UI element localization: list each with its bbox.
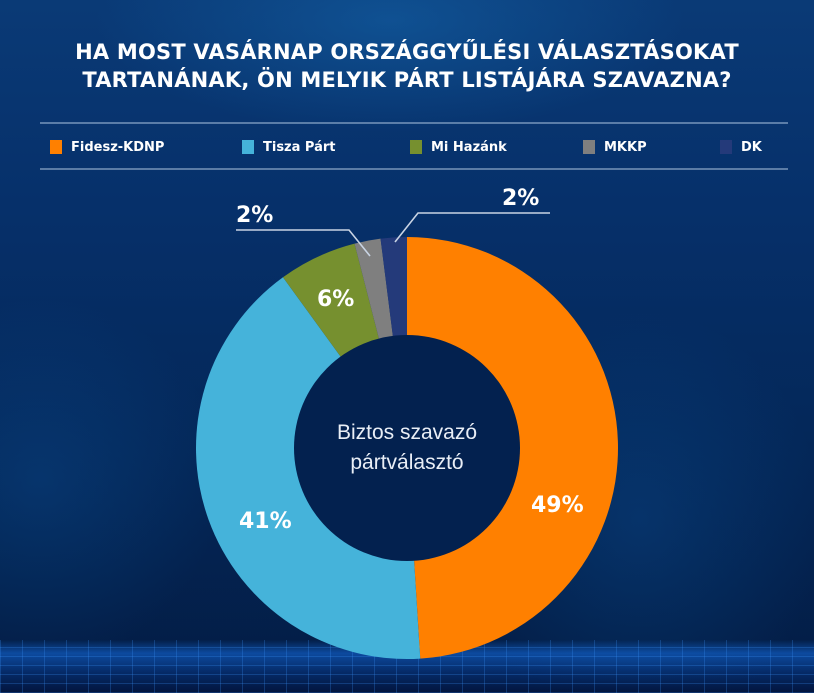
legend-label: Fidesz-KDNP xyxy=(71,139,165,155)
chart-title-line-1: HA MOST VASÁRNAP ORSZÁGGYŰLÉSI VÁLASZTÁS… xyxy=(75,40,739,64)
legend-swatch-icon xyxy=(242,140,254,154)
chart-title: HA MOST VASÁRNAP ORSZÁGGYŰLÉSI VÁLASZTÁS… xyxy=(0,38,814,94)
center-label-line-2: pártválasztó xyxy=(350,451,464,474)
legend-item-mi-hazank: Mi Hazánk xyxy=(410,138,507,156)
legend: Fidesz-KDNP Tisza Párt Mi Hazánk MKKP DK xyxy=(40,122,788,170)
legend-label: MKKP xyxy=(604,139,647,155)
legend-swatch-icon xyxy=(50,140,62,154)
legend-label: DK xyxy=(741,139,762,155)
legend-swatch-icon xyxy=(583,140,595,154)
data-label-mkkp: 2% xyxy=(236,203,274,228)
data-label-mi-hazank: 6% xyxy=(317,287,355,312)
leader-line-dk xyxy=(394,212,550,243)
legend-item-mkkp: MKKP xyxy=(583,138,647,156)
leader-line-mkkp xyxy=(236,229,371,257)
center-label-line-1: Biztos szavazó xyxy=(336,421,478,444)
legend-label: Tisza Párt xyxy=(263,139,336,155)
legend-item-fidesz-kdnp: Fidesz-KDNP xyxy=(50,138,164,156)
donut-center-label: Biztos szavazó pártválasztó xyxy=(294,418,520,478)
data-label-fidesz: 49% xyxy=(531,493,584,518)
legend-item-dk: DK xyxy=(720,138,762,156)
legend-swatch-icon xyxy=(410,140,422,154)
data-label-dk: 2% xyxy=(502,186,540,211)
legend-item-tisza-part: Tisza Párt xyxy=(242,138,336,156)
chart-title-line-2: TARTANÁNAK, ÖN MELYIK PÁRT LISTÁJÁRA SZA… xyxy=(82,68,732,92)
donut-hole xyxy=(294,335,520,561)
legend-label: Mi Hazánk xyxy=(431,139,507,155)
data-label-tisza: 41% xyxy=(239,509,292,534)
legend-swatch-icon xyxy=(720,140,732,154)
